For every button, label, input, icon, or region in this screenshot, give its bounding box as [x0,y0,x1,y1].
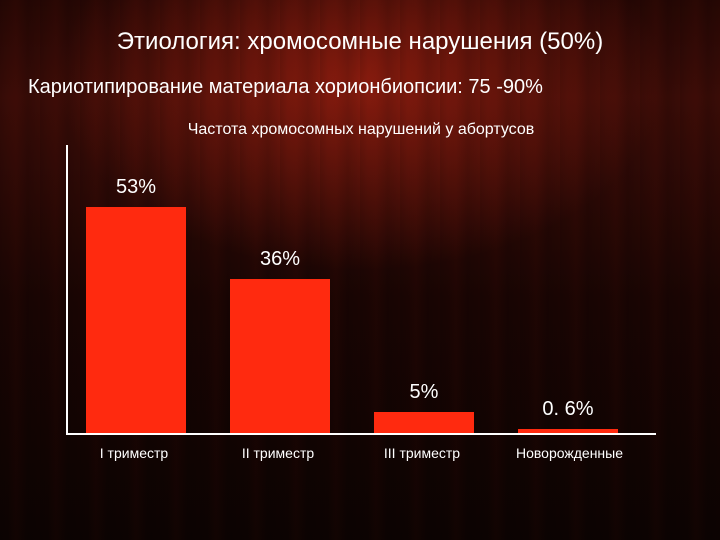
chart: Частота хромосомных нарушений у абортусо… [66,121,656,461]
chart-value-label: 36% [260,248,300,271]
chart-value-label: 5% [410,381,439,404]
slide: Этиология: хромосомные нарушения (50%) К… [0,0,720,540]
chart-bar [518,429,618,433]
chart-title: Частота хромосомных нарушений у абортусо… [66,121,656,139]
chart-bars: 53% 36% 5% 0. 6% [68,145,656,433]
chart-bar [230,279,330,433]
chart-bar-column: 36% [230,248,330,433]
chart-x-labels: I триместр II триместр III триместр Новорож… [66,435,656,461]
chart-x-label: III триместр [372,445,472,461]
slide-subtitle: Кариотипирование материала хорионбиопсии… [28,76,692,99]
chart-bar [86,207,186,433]
chart-value-label: 0. 6% [542,398,593,421]
chart-bar-column: 5% [374,381,474,433]
chart-bar-column: 0. 6% [518,398,618,433]
chart-plot-area: 53% 36% 5% 0. 6% [66,145,656,435]
chart-bar-column: 53% [86,176,186,433]
chart-x-label: II триместр [228,445,328,461]
chart-x-label: Новорожденные [516,445,616,461]
chart-bar [374,412,474,433]
chart-x-label: I триместр [84,445,184,461]
chart-value-label: 53% [116,176,156,199]
slide-title: Этиология: хромосомные нарушения (50%) [28,28,692,56]
